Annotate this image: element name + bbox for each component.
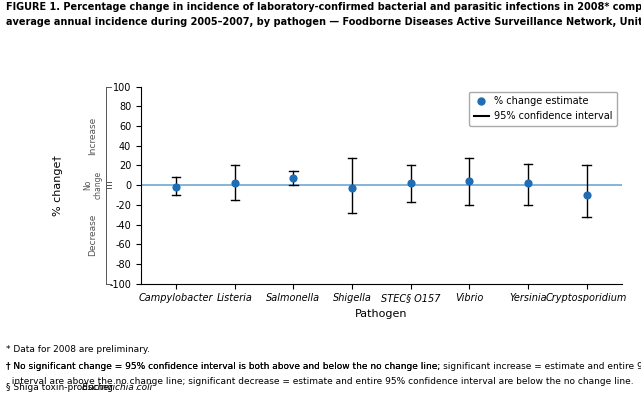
- Text: * Data for 2008 are preliminary.: * Data for 2008 are preliminary.: [6, 345, 150, 354]
- Point: [288, 175, 299, 181]
- Text: % change†: % change†: [53, 155, 63, 216]
- Text: † No significant change = 95% confidence interval is both above and below the no: † No significant change = 95% confidence…: [6, 362, 641, 371]
- Point: [406, 180, 416, 186]
- Point: [171, 184, 181, 190]
- Text: .: .: [135, 383, 137, 392]
- X-axis label: Pathogen: Pathogen: [355, 309, 408, 319]
- Legend: % change estimate, 95% confidence interval: % change estimate, 95% confidence interv…: [469, 91, 617, 126]
- Text: † No significant change = 95% confidence interval is both above and below the no: † No significant change = 95% confidence…: [6, 362, 444, 371]
- Point: [581, 192, 592, 198]
- Text: Escherichia coli: Escherichia coli: [82, 383, 152, 392]
- Point: [523, 180, 533, 186]
- Text: interval are above the no change line; significant decrease = estimate and entir: interval are above the no change line; s…: [6, 377, 634, 386]
- Text: Decrease: Decrease: [88, 213, 97, 256]
- Point: [347, 185, 357, 191]
- Point: [229, 180, 240, 186]
- Text: Increase: Increase: [88, 117, 97, 155]
- Point: [464, 178, 474, 184]
- Text: § Shiga toxin-producing: § Shiga toxin-producing: [6, 383, 116, 392]
- Text: average annual incidence during 2005–2007, by pathogen — Foodborne Diseases Acti: average annual incidence during 2005–200…: [6, 17, 641, 26]
- Text: FIGURE 1. Percentage change in incidence of laboratory-confirmed bacterial and p: FIGURE 1. Percentage change in incidence…: [6, 2, 641, 12]
- Text: No
change: No change: [83, 171, 103, 199]
